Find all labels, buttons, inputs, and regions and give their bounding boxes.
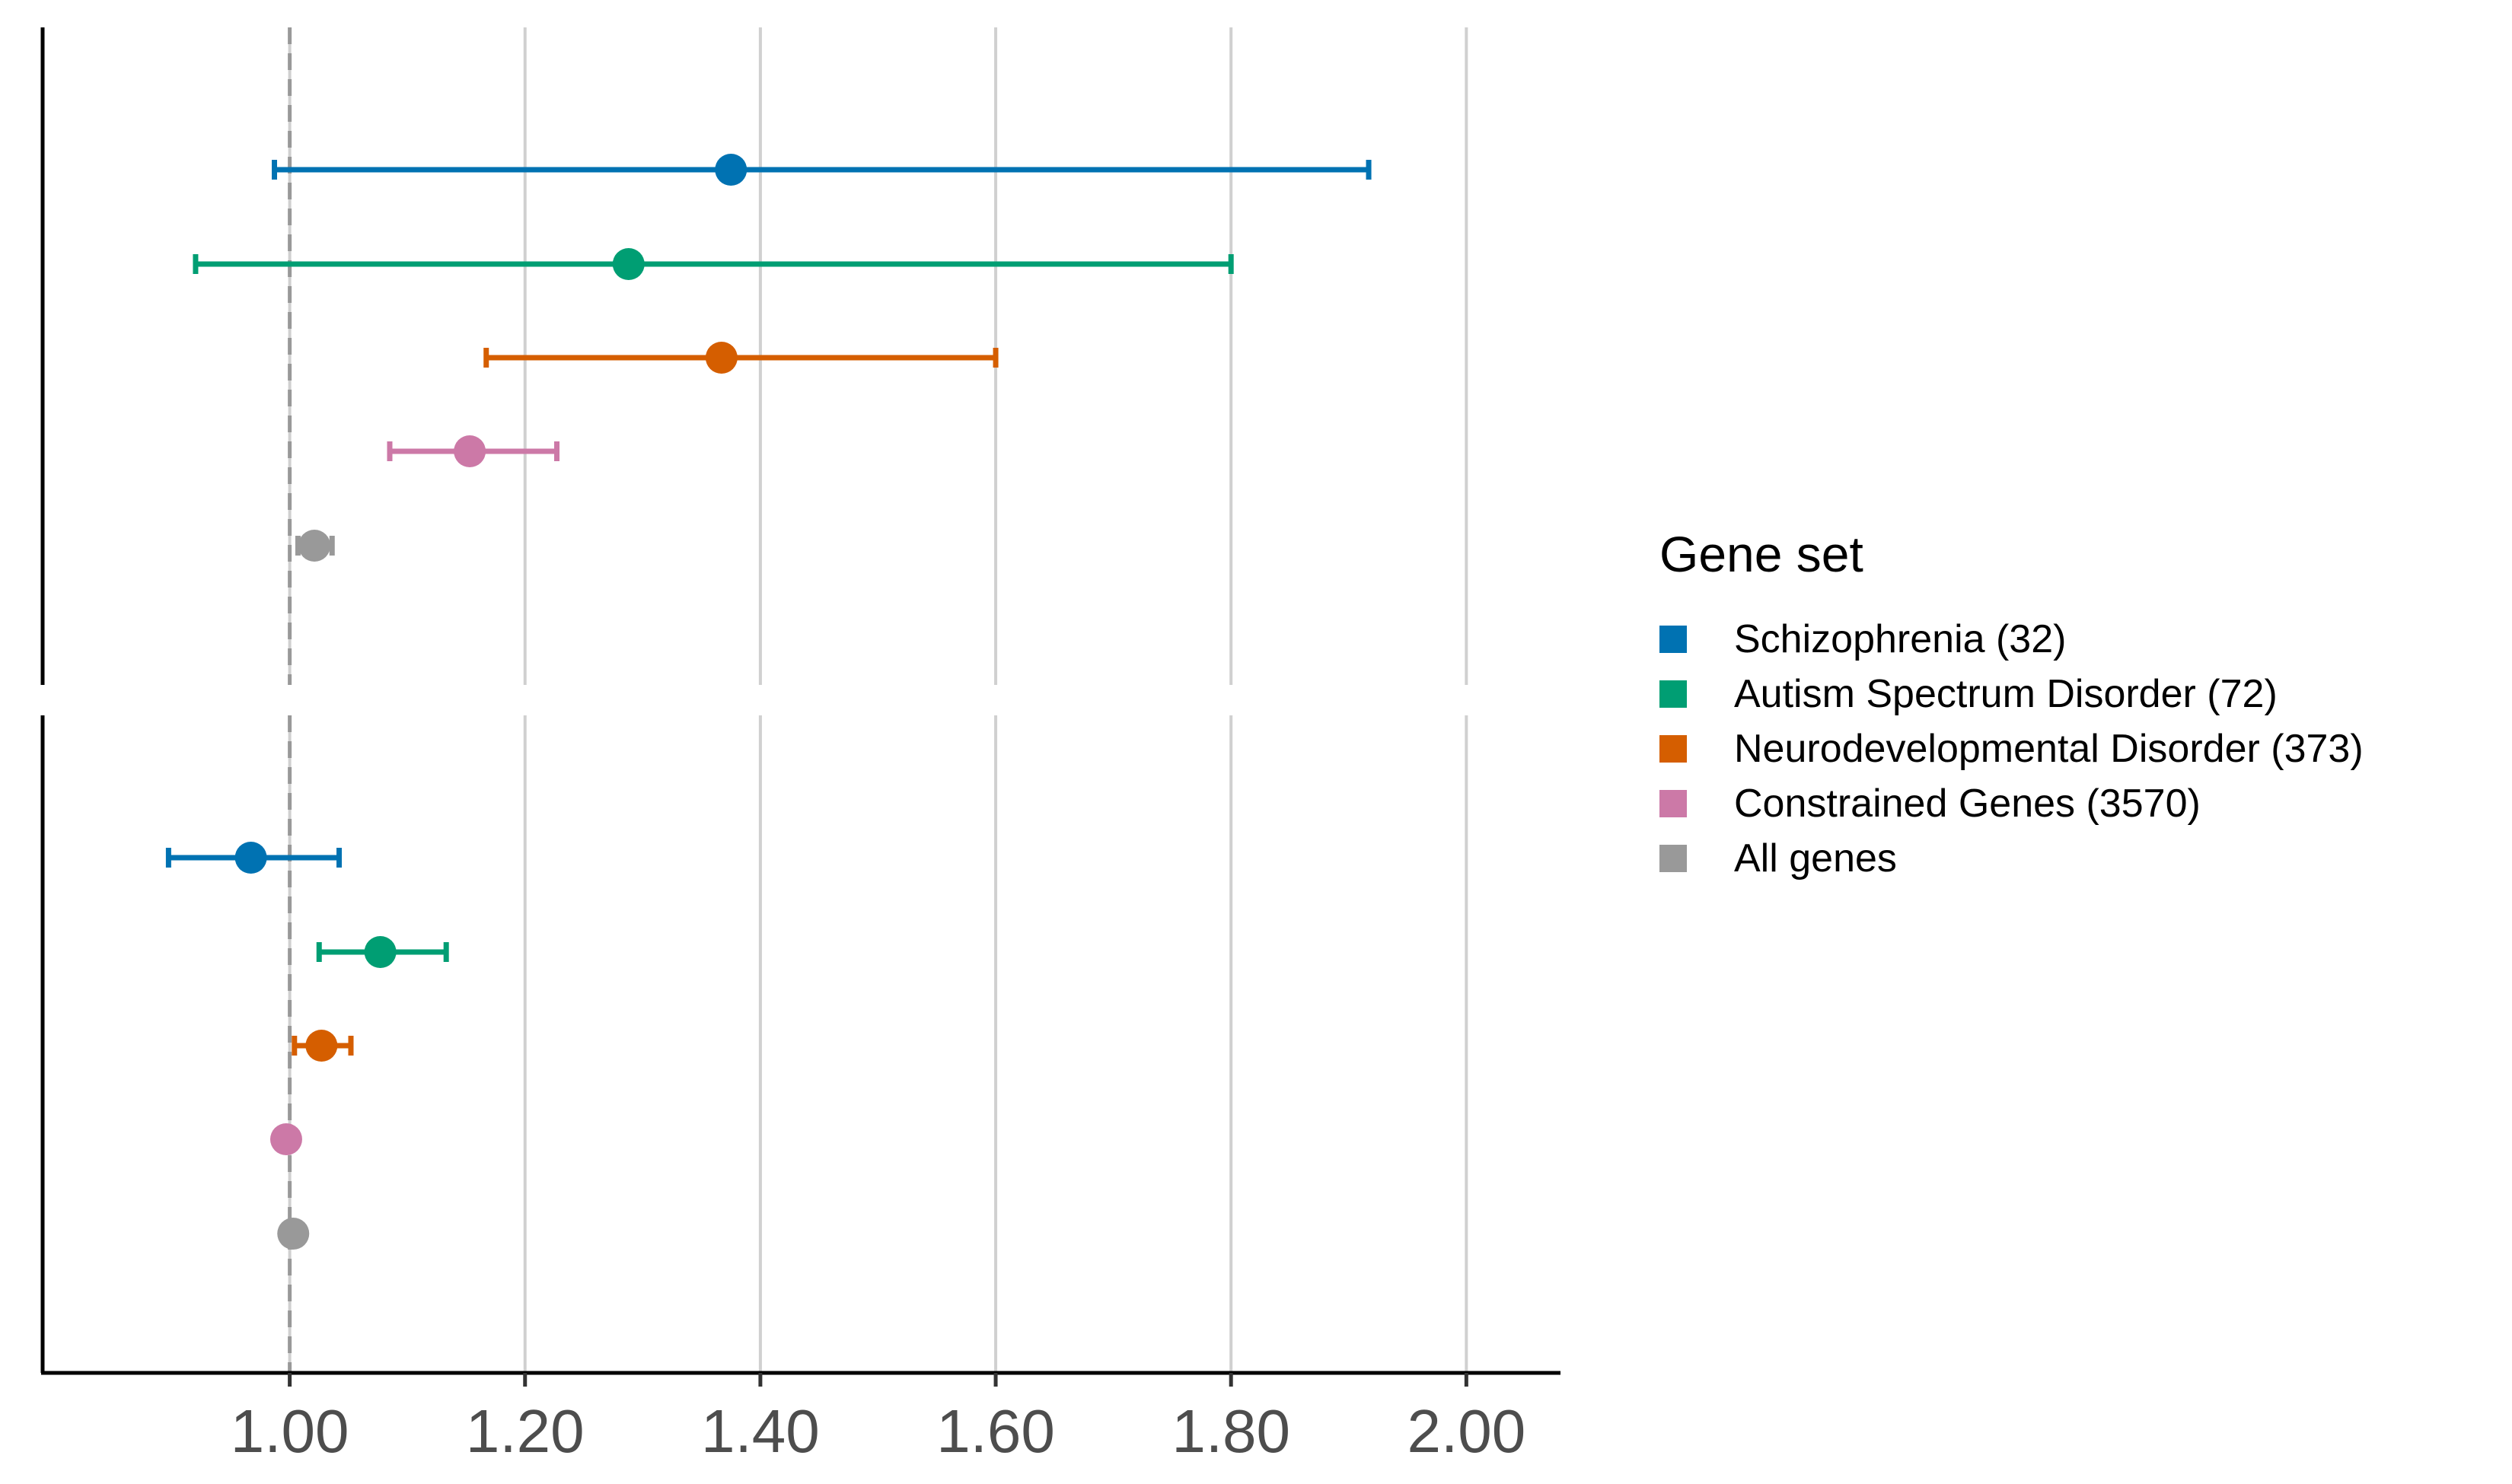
legend-item-4: Constrained Genes (3570) [1659,776,2364,831]
legend-swatch [1659,680,1687,708]
x-tick-label-3: 1.40 [701,1397,820,1465]
error-bar-panel-2-row-4 [269,1123,302,1155]
grid-lines [288,27,1468,1373]
point-estimate [269,1123,302,1155]
legend-label: Schizophrenia (32) [1734,617,2067,661]
point-estimate [298,530,331,562]
x-tick-label-5: 1.80 [1172,1397,1290,1465]
legend-swatch [1659,790,1687,817]
legend-title: Gene set [1659,526,1863,582]
error-bar-panel-1-row-4 [387,435,559,467]
x-tick-label-1: 1.00 [231,1397,349,1465]
point-estimate [705,342,738,374]
x-axis-ticks: 1.00 1.20 1.40 1.60 1.80 2.00 [231,1373,1525,1465]
legend-item-3: Neurodevelopmental Disorder (373) [1659,721,2364,776]
error-bar-panel-1-row-1 [272,154,1372,186]
legend-label: Autism Spectrum Disorder (72) [1734,672,2278,716]
error-bar-panel-1-row-3 [483,342,999,374]
legend-item-2: Autism Spectrum Disorder (72) [1659,667,2364,721]
point-estimate [277,1218,310,1250]
point-estimate [715,154,748,186]
legend-item-5: All genes [1659,831,2364,886]
legend-swatch [1659,845,1687,872]
point-estimate [364,936,397,968]
error-bar-panel-1-row-5 [295,530,335,562]
error-bar-panel-2-row-5 [277,1218,310,1250]
error-bar-panel-2-row-2 [316,936,449,968]
point-estimate [612,248,645,280]
point-estimate [234,842,267,874]
legend-label: All genes [1734,836,1897,881]
x-tick-label-6: 2.00 [1407,1397,1525,1465]
x-tick-label-2: 1.20 [466,1397,585,1465]
error-bar-panel-2-row-1 [165,842,343,874]
error-bar-panel-2-row-3 [292,1030,354,1062]
legend-swatch [1659,735,1687,763]
legend: Gene set Schizophrenia (32) Autism Spectr… [1659,525,2364,886]
legend-items: Schizophrenia (32) Autism Spectrum Disord… [1659,612,2364,886]
legend-item-1: Schizophrenia (32) [1659,612,2364,667]
data-marks [165,154,1372,1250]
axes [40,27,1560,1375]
legend-swatch [1659,626,1687,653]
point-estimate [305,1030,338,1062]
error-bar-panel-1-row-2 [193,248,1234,280]
point-estimate [454,435,486,467]
legend-label: Constrained Genes (3570) [1734,782,2201,826]
legend-label: Neurodevelopmental Disorder (373) [1734,727,2364,771]
x-tick-label-4: 1.60 [936,1397,1055,1465]
